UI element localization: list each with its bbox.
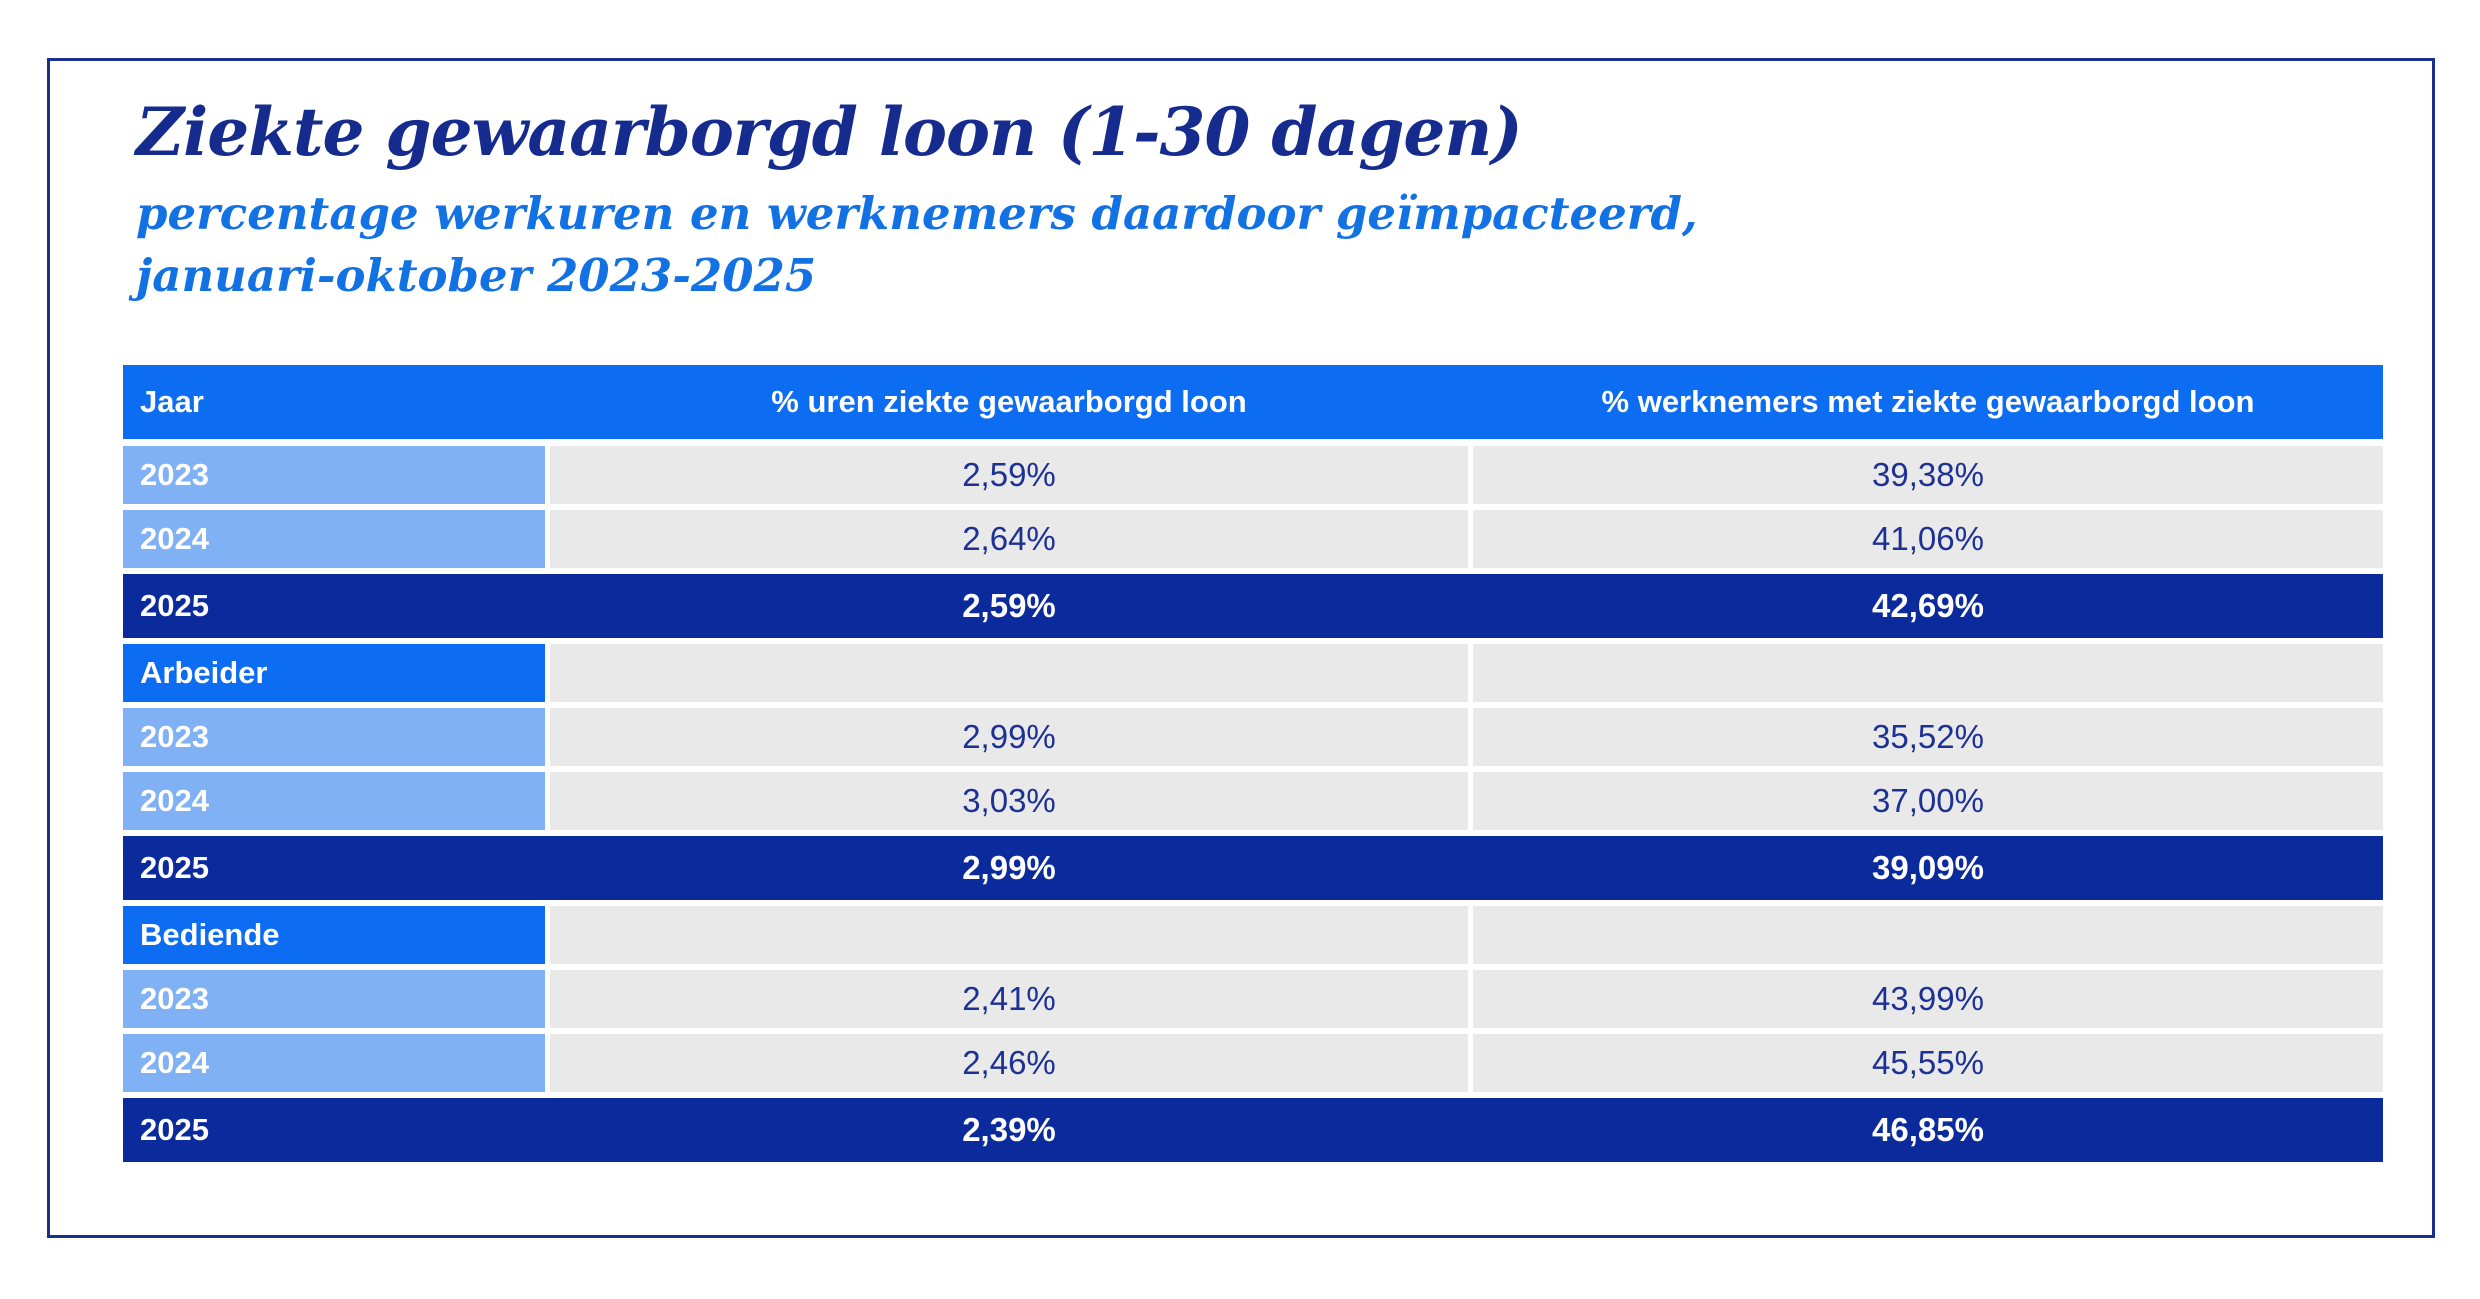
uren-value-cell: 2,59% (962, 587, 1056, 625)
table-row: 2025 2,99% 39,09% (123, 836, 2383, 901)
page-subtitle-line1: percentage werkuren en werknemers daardo… (136, 186, 1698, 240)
empty-cell (1473, 644, 2383, 703)
werknemers-value-cell: 39,09% (1872, 849, 1984, 887)
year-cell: 2023 (123, 446, 545, 505)
table-row: 2025 2,39% 46,85% (123, 1098, 2383, 1163)
werknemers-value-cell: 42,69% (1872, 587, 1984, 625)
column-header-werknemers: % werknemers met ziekte gewaarborgd loon (1601, 384, 2255, 420)
uren-value-cell: 2,41% (550, 970, 1468, 1029)
werknemers-value-cell: 43,99% (1473, 970, 2383, 1029)
table-body: 2023 2,59% 39,38% 2024 2,64% 41,06% 2025 2,59% 4… (123, 446, 2383, 1163)
werknemers-value-cell: 45,55% (1473, 1034, 2383, 1093)
werknemers-value-cell: 37,00% (1473, 772, 2383, 831)
section-label: Bediende (123, 906, 545, 965)
table-row: 2024 2,46% 45,55% (123, 1034, 2383, 1093)
table-header-row: Jaar % uren ziekte gewaarborgd loon % we… (123, 365, 2383, 440)
year-cell: 2025 (140, 588, 209, 624)
werknemers-value-cell: 41,06% (1473, 510, 2383, 569)
table-row: 2023 2,41% 43,99% (123, 970, 2383, 1029)
year-cell: 2023 (123, 708, 545, 767)
column-header-uren: % uren ziekte gewaarborgd loon (771, 384, 1247, 420)
uren-value-cell: 2,64% (550, 510, 1468, 569)
year-cell: 2025 (140, 850, 209, 886)
column-header-jaar: Jaar (140, 384, 204, 420)
border-frame: Ziekte gewaarborgd loon (1-30 dagen) per… (47, 58, 2435, 1238)
year-cell: 2024 (123, 772, 545, 831)
empty-cell (550, 906, 1468, 965)
section-row: Arbeider (123, 644, 2383, 703)
werknemers-value-cell: 39,38% (1473, 446, 2383, 505)
uren-value-cell: 3,03% (550, 772, 1468, 831)
year-cell: 2025 (140, 1112, 209, 1148)
table-row: 2025 2,59% 42,69% (123, 574, 2383, 639)
table-row: 2023 2,99% 35,52% (123, 708, 2383, 767)
uren-value-cell: 2,59% (550, 446, 1468, 505)
section-label: Arbeider (123, 644, 545, 703)
page-subtitle-line2: januari-oktober 2023-2025 (136, 248, 817, 302)
empty-cell (550, 644, 1468, 703)
data-table: Jaar % uren ziekte gewaarborgd loon % we… (123, 365, 2383, 1163)
year-cell: 2024 (123, 510, 545, 569)
year-cell: 2023 (123, 970, 545, 1029)
uren-value-cell: 2,99% (550, 708, 1468, 767)
werknemers-value-cell: 35,52% (1473, 708, 2383, 767)
empty-cell (1473, 906, 2383, 965)
uren-value-cell: 2,46% (550, 1034, 1468, 1093)
uren-value-cell: 2,39% (962, 1111, 1056, 1149)
table-row: 2024 2,64% 41,06% (123, 510, 2383, 569)
table-row: 2024 3,03% 37,00% (123, 772, 2383, 831)
page-title: Ziekte gewaarborgd loon (1-30 dagen) (136, 93, 1523, 171)
werknemers-value-cell: 46,85% (1872, 1111, 1984, 1149)
year-cell: 2024 (123, 1034, 545, 1093)
section-row: Bediende (123, 906, 2383, 965)
table-row: 2023 2,59% 39,38% (123, 446, 2383, 505)
uren-value-cell: 2,99% (962, 849, 1056, 887)
